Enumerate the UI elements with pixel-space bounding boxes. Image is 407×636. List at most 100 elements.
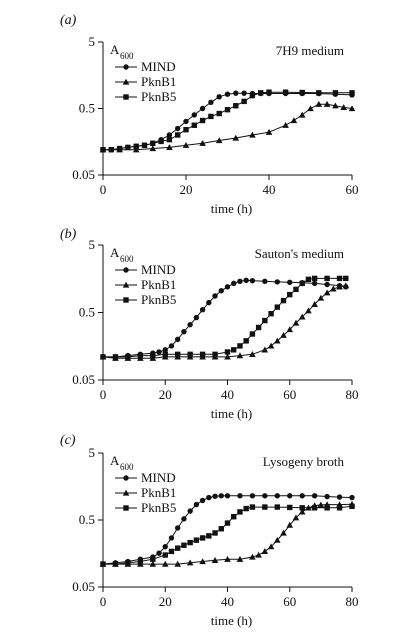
y-tick-label: 0.05 [72, 579, 95, 594]
data-point-pknb5 [166, 136, 173, 143]
data-point-pknb5 [199, 117, 206, 124]
legend-marker-mind [123, 475, 129, 481]
x-tick-label: 20 [159, 387, 172, 402]
data-point-pknb5 [287, 291, 293, 298]
data-point-pknb5 [299, 280, 305, 287]
data-point-mind [168, 535, 175, 541]
data-point-pknb1 [182, 141, 190, 148]
data-point-mind [187, 508, 193, 514]
x-tick-label: 60 [346, 182, 359, 197]
data-point-pknb5 [137, 352, 144, 359]
data-point-pknb1 [274, 337, 281, 344]
series-pknb5 [100, 503, 355, 567]
data-point-pknb1 [211, 557, 219, 563]
data-point-pknb5 [274, 304, 280, 310]
data-point-pknb1 [286, 521, 294, 528]
data-point-mind [349, 494, 355, 501]
data-point-pknb5 [324, 505, 330, 511]
x-tick-label: 0 [100, 387, 107, 402]
data-point-pknb5 [311, 275, 318, 282]
data-point-mind [324, 281, 330, 288]
data-point-pknb1 [174, 560, 181, 567]
data-point-pknb5 [158, 138, 164, 145]
data-point-mind [233, 90, 239, 96]
x-tick-label: 20 [159, 594, 172, 609]
data-point-mind [237, 278, 243, 284]
data-point-pknb5 [332, 90, 339, 96]
data-point-pknb1 [255, 551, 262, 558]
data-point-pknb1 [280, 331, 287, 338]
data-point-pknb5 [150, 140, 156, 146]
data-point-pknb1 [186, 559, 194, 566]
data-point-pknb1 [315, 100, 323, 107]
data-point-pknb5 [100, 147, 106, 153]
data-point-pknb1 [323, 100, 331, 107]
data-point-pknb5 [224, 520, 231, 526]
x-tick-label: 40 [221, 387, 234, 402]
data-point-pknb1 [267, 342, 275, 349]
data-point-mind [199, 307, 206, 313]
series-pknb5 [100, 275, 349, 360]
legend-marker-mind [123, 64, 129, 70]
data-point-pknb5 [193, 537, 200, 543]
data-point-mind [212, 293, 218, 299]
panel-label: (b) [60, 227, 77, 242]
data-point-pknb1 [290, 117, 298, 124]
data-point-pknb5 [199, 535, 206, 541]
y-tick-label: 5 [89, 445, 96, 460]
data-point-mind [199, 105, 206, 112]
data-point-pknb5 [231, 347, 237, 353]
data-point-pknb5 [125, 354, 131, 360]
data-point-pknb5 [208, 113, 214, 120]
x-tick-label: 60 [283, 594, 296, 609]
data-point-mind [199, 497, 206, 504]
data-point-pknb1 [317, 294, 325, 301]
series-mind [100, 277, 349, 360]
data-point-pknb1 [274, 536, 281, 543]
data-point-pknb5 [206, 533, 212, 539]
data-point-pknb5 [243, 338, 249, 344]
data-point-pknb1 [311, 301, 318, 308]
data-point-pknb1 [292, 319, 300, 326]
legend-marker-pknb5 [123, 505, 129, 511]
legend-label-mind: MIND [141, 59, 176, 74]
data-point-pknb1 [149, 145, 157, 152]
data-point-pknb5 [241, 98, 247, 105]
data-point-pknb5 [262, 504, 268, 510]
y-tick-label: 0.05 [72, 372, 95, 387]
series-pknb5 [100, 89, 355, 153]
data-point-mind [187, 321, 193, 328]
chart-panel-1: (a) 5 0.5 0.05 0 20 40 60 time (h) A 600 7H9 medium… [60, 13, 359, 216]
data-point-pknb1 [249, 351, 256, 357]
series-mind [100, 493, 355, 567]
data-point-pknb5 [181, 542, 187, 548]
data-point-pknb5 [336, 275, 343, 282]
data-point-pknb1 [215, 137, 223, 144]
data-point-mind [156, 349, 162, 355]
data-point-mind [208, 99, 214, 105]
data-point-mind [216, 94, 222, 100]
data-point-mind [224, 91, 231, 97]
legend-label-pknb5: PknB5 [141, 89, 176, 104]
data-point-pknb5 [268, 310, 274, 317]
data-point-mind [243, 277, 249, 283]
data-point-mind [287, 493, 293, 499]
data-point-pknb5 [299, 89, 305, 96]
data-point-pknb5 [187, 539, 193, 546]
data-point-pknb1 [282, 121, 289, 128]
data-point-mind [241, 90, 247, 96]
data-point-pknb5 [175, 351, 181, 358]
legend-label-mind: MIND [141, 470, 176, 485]
series-mind [100, 90, 355, 153]
data-point-pknb5 [258, 90, 264, 96]
data-point-pknb1 [132, 146, 140, 153]
legend-label-pknb1: PknB1 [141, 74, 176, 89]
chart-panel-2: (b) 5 0.5 0.05 0 20 40 60 80 time (h) A 600 Sauton's… [60, 227, 359, 421]
x-axis-label: time (h) [211, 201, 253, 216]
data-point-pknb5 [266, 89, 272, 95]
data-point-pknb5 [108, 147, 114, 153]
data-point-pknb5 [231, 514, 237, 520]
data-point-pknb1 [323, 289, 331, 296]
